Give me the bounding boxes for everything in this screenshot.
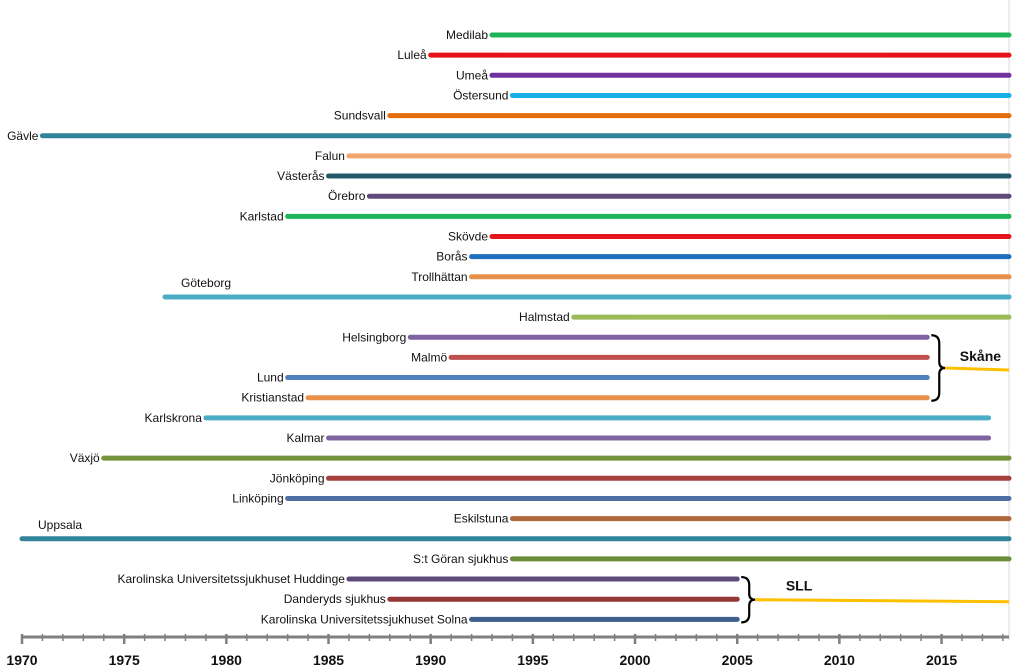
x-tick-label-1980: 1980 [211, 652, 242, 668]
label-halmstad: Halmstad [519, 310, 570, 324]
label-lulea: Luleå [397, 48, 427, 62]
group-label-sll: SLL [786, 578, 813, 594]
label-lund: Lund [257, 371, 284, 385]
label-danderyds-sjukhus: Danderyds sjukhus [284, 592, 386, 606]
x-tick-label-2000: 2000 [619, 652, 650, 668]
x-tick-label-2005: 2005 [722, 652, 753, 668]
x-tick-label-1995: 1995 [517, 652, 548, 668]
x-tick-label-1970: 1970 [6, 652, 37, 668]
label-eskilstuna: Eskilstuna [454, 512, 509, 526]
label-ostersund: Östersund [453, 88, 508, 102]
bracket-skane [931, 334, 946, 402]
label-skovde: Skövde [448, 230, 488, 244]
label-helsingborg: Helsingborg [342, 330, 406, 344]
label-vasteras: Västerås [277, 169, 324, 183]
label-karolinska-universitetssjukhuset-huddinge: Karolinska Universitetssjukhuset Hudding… [118, 572, 346, 586]
x-tick-label-2015: 2015 [926, 652, 957, 668]
label-medilab: Medilab [446, 28, 488, 42]
label-karolinska-universitetssjukhuset-solna: Karolinska Universitetssjukhuset Solna [261, 612, 468, 626]
label-linkoping: Linköping [232, 491, 283, 505]
bracket-sll [741, 575, 756, 624]
timeline-bars: Medilab Luleå Umeå Östersund Sundsvall Gävle F… [7, 28, 1012, 626]
label-uppsala: Uppsala [38, 518, 82, 532]
label-s-t-goran-sjukhus: S:t Göran sjukhus [413, 552, 508, 566]
label-boras: Borås [436, 250, 467, 264]
label-malmo: Malmö [411, 350, 447, 364]
label-goteborg: Göteborg [181, 276, 231, 290]
group-brackets: Skåne SLL [741, 334, 1010, 624]
label-vaxjo: Växjö [70, 451, 100, 465]
label-gavle: Gävle [7, 129, 39, 143]
label-jonkoping: Jönköping [270, 471, 325, 485]
x-tick-label-2010: 2010 [824, 652, 855, 668]
x-tick-label-1990: 1990 [415, 652, 446, 668]
label-sundsvall: Sundsvall [334, 109, 386, 123]
continuation-skane [945, 366, 1010, 372]
label-karlskrona: Karlskrona [145, 411, 203, 425]
label-kristianstad: Kristianstad [241, 391, 304, 405]
group-label-skane: Skåne [960, 348, 1001, 364]
continuation-sll [755, 598, 1010, 604]
label-trollhattan: Trollhättan [411, 270, 467, 284]
x-tick-label-1985: 1985 [313, 652, 344, 668]
label-umea: Umeå [456, 68, 488, 82]
x-axis: 1970 1975 1980 1985 1990 1995 2000 2005 2010 2015 [6, 634, 1009, 668]
label-falun: Falun [315, 149, 345, 163]
label-karlstad: Karlstad [240, 209, 284, 223]
label-orebro: Örebro [328, 189, 366, 203]
x-tick-label-1975: 1975 [109, 652, 140, 668]
label-kalmar: Kalmar [287, 431, 325, 445]
